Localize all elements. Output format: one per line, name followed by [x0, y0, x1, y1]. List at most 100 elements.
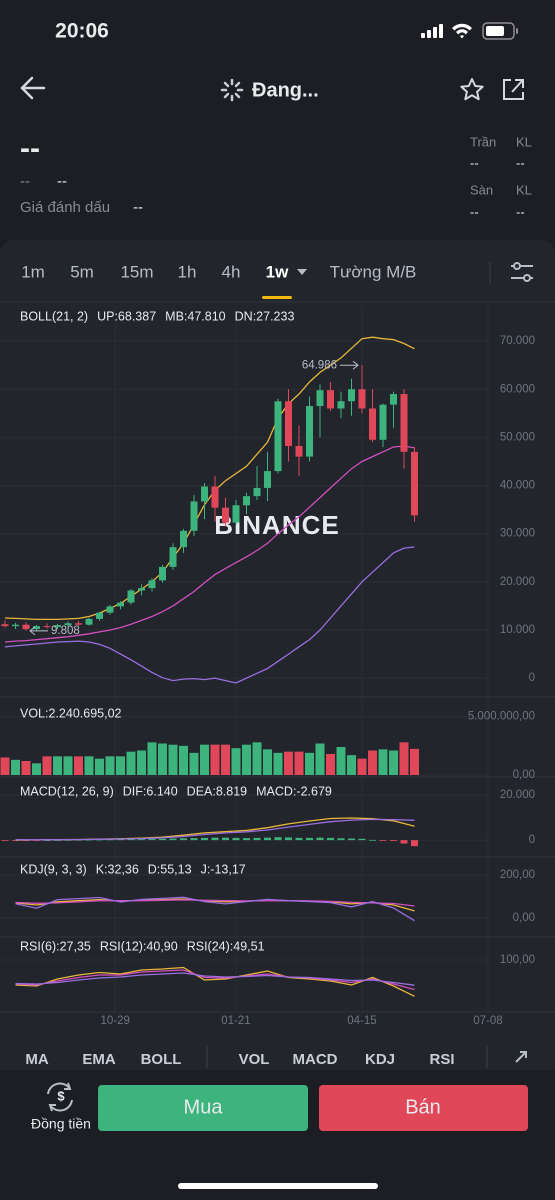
volume-bar	[11, 759, 20, 775]
indicator-tab[interactable]: EMA	[82, 1051, 116, 1068]
y-tick-label: 0,00	[513, 769, 535, 781]
volume-bar	[42, 756, 52, 775]
candle-body	[43, 626, 51, 628]
legend-label: DEA:8.819	[187, 784, 248, 798]
change-pct: --	[57, 173, 67, 190]
indicator-tab[interactable]: VOL	[239, 1051, 270, 1068]
macd-bar	[211, 837, 219, 841]
candle-body	[96, 612, 103, 619]
share-button[interactable]	[503, 79, 524, 100]
ceiling-vol-label: KL	[516, 134, 532, 149]
dropdown-caret	[297, 269, 307, 275]
interval-tab[interactable]: 1h	[178, 262, 197, 281]
expand-button[interactable]	[515, 1051, 527, 1063]
interval-tab[interactable]: 15m	[120, 262, 153, 281]
y-tick-label: 200,00	[500, 869, 535, 881]
floor-value: --	[470, 204, 479, 219]
macd-bar	[400, 840, 408, 844]
interval-tab[interactable]: 5m	[70, 262, 94, 281]
tab-underline	[262, 296, 292, 299]
candle-body	[190, 501, 198, 531]
candle-body	[180, 530, 187, 548]
depth-tab[interactable]: Tường M/B	[330, 262, 417, 281]
legend-label: UP:68.387	[97, 309, 156, 323]
volume-bar	[210, 744, 220, 775]
volume-bar	[315, 743, 325, 775]
interval-tab[interactable]: 1m	[21, 262, 45, 281]
ceiling-label: Trần	[470, 134, 496, 149]
volume-bar	[368, 750, 377, 775]
volume-bar	[399, 742, 409, 775]
candle-body	[12, 624, 19, 627]
macd-bar	[117, 839, 124, 841]
page-title: Đang...	[252, 79, 319, 101]
sell-button[interactable]	[319, 1085, 528, 1131]
candle-body	[316, 390, 324, 407]
convert-label[interactable]: Đồng tiền	[31, 1116, 91, 1132]
candle-body	[295, 446, 303, 457]
macd-bar	[12, 840, 19, 841]
candle-body	[138, 588, 145, 591]
candle-body	[33, 626, 40, 630]
indicator-tab[interactable]: MACD	[293, 1051, 338, 1068]
candle-body	[337, 401, 345, 409]
buy-button[interactable]	[98, 1085, 308, 1131]
back-button[interactable]	[20, 76, 46, 100]
legend-label: DIF:6.140	[123, 784, 178, 798]
volume-bar	[0, 757, 10, 775]
y-tick-label: 5.000.000,00	[468, 711, 535, 723]
mark-label: Giá đánh dấu	[20, 199, 110, 216]
indicator-tab[interactable]: KDJ	[365, 1051, 395, 1068]
max-label: 64.986	[302, 359, 337, 371]
candle-body	[348, 389, 355, 402]
macd-bar	[1, 840, 9, 841]
favorite-button[interactable]	[460, 78, 484, 101]
indicator-tab[interactable]: MA	[25, 1051, 48, 1068]
volume-bar	[74, 756, 83, 775]
volume-bar	[273, 752, 283, 775]
legend-label: MB:47.810	[165, 309, 226, 323]
candle-body	[306, 406, 313, 457]
y-tick-label: 70.000	[500, 335, 535, 347]
settings-button[interactable]	[511, 262, 533, 282]
macd-bar	[96, 839, 103, 841]
volume-bar	[263, 749, 272, 775]
macd-bar	[295, 837, 303, 841]
indicator-tab[interactable]: RSI	[429, 1051, 454, 1068]
volume-bar	[189, 752, 199, 775]
volume-bar	[63, 756, 73, 775]
volume-bar	[126, 751, 136, 775]
macd-bar	[243, 838, 250, 841]
interval-tab[interactable]: 1w	[266, 262, 289, 281]
candle-body	[327, 390, 334, 409]
macd-bar	[138, 839, 145, 841]
candle-body	[169, 547, 177, 567]
indicator-tab[interactable]: BOLL	[141, 1051, 182, 1068]
indicator-line	[15, 818, 415, 841]
convert-icon[interactable]	[47, 1082, 73, 1112]
volume-bar	[21, 761, 31, 775]
x-tick-label: 01-21	[221, 1015, 250, 1027]
candle-body	[222, 507, 229, 523]
interval-tab[interactable]: 4h	[222, 262, 241, 281]
indicator-line	[4, 546, 415, 684]
min-marker	[29, 626, 48, 636]
volume-bar	[168, 744, 178, 775]
macd-bar	[316, 837, 324, 841]
volume-bar	[32, 763, 41, 775]
legend-label: DN:27.233	[235, 309, 295, 323]
status-time: 20:06	[55, 20, 109, 43]
volume-bar	[378, 749, 388, 775]
macd-bar	[43, 840, 51, 841]
chart-card	[0, 240, 555, 1080]
legend-label: RSI(6):27,35	[20, 939, 91, 953]
x-tick-label: 10-29	[101, 1015, 130, 1027]
candle-body	[64, 623, 72, 626]
x-tick-label: 07-08	[473, 1015, 502, 1027]
volume-bar	[116, 756, 125, 775]
candle-body	[127, 590, 135, 603]
volume-bar	[357, 758, 367, 775]
volume-bar	[336, 747, 346, 775]
macd-bar	[232, 837, 240, 841]
candle-body	[159, 566, 166, 581]
